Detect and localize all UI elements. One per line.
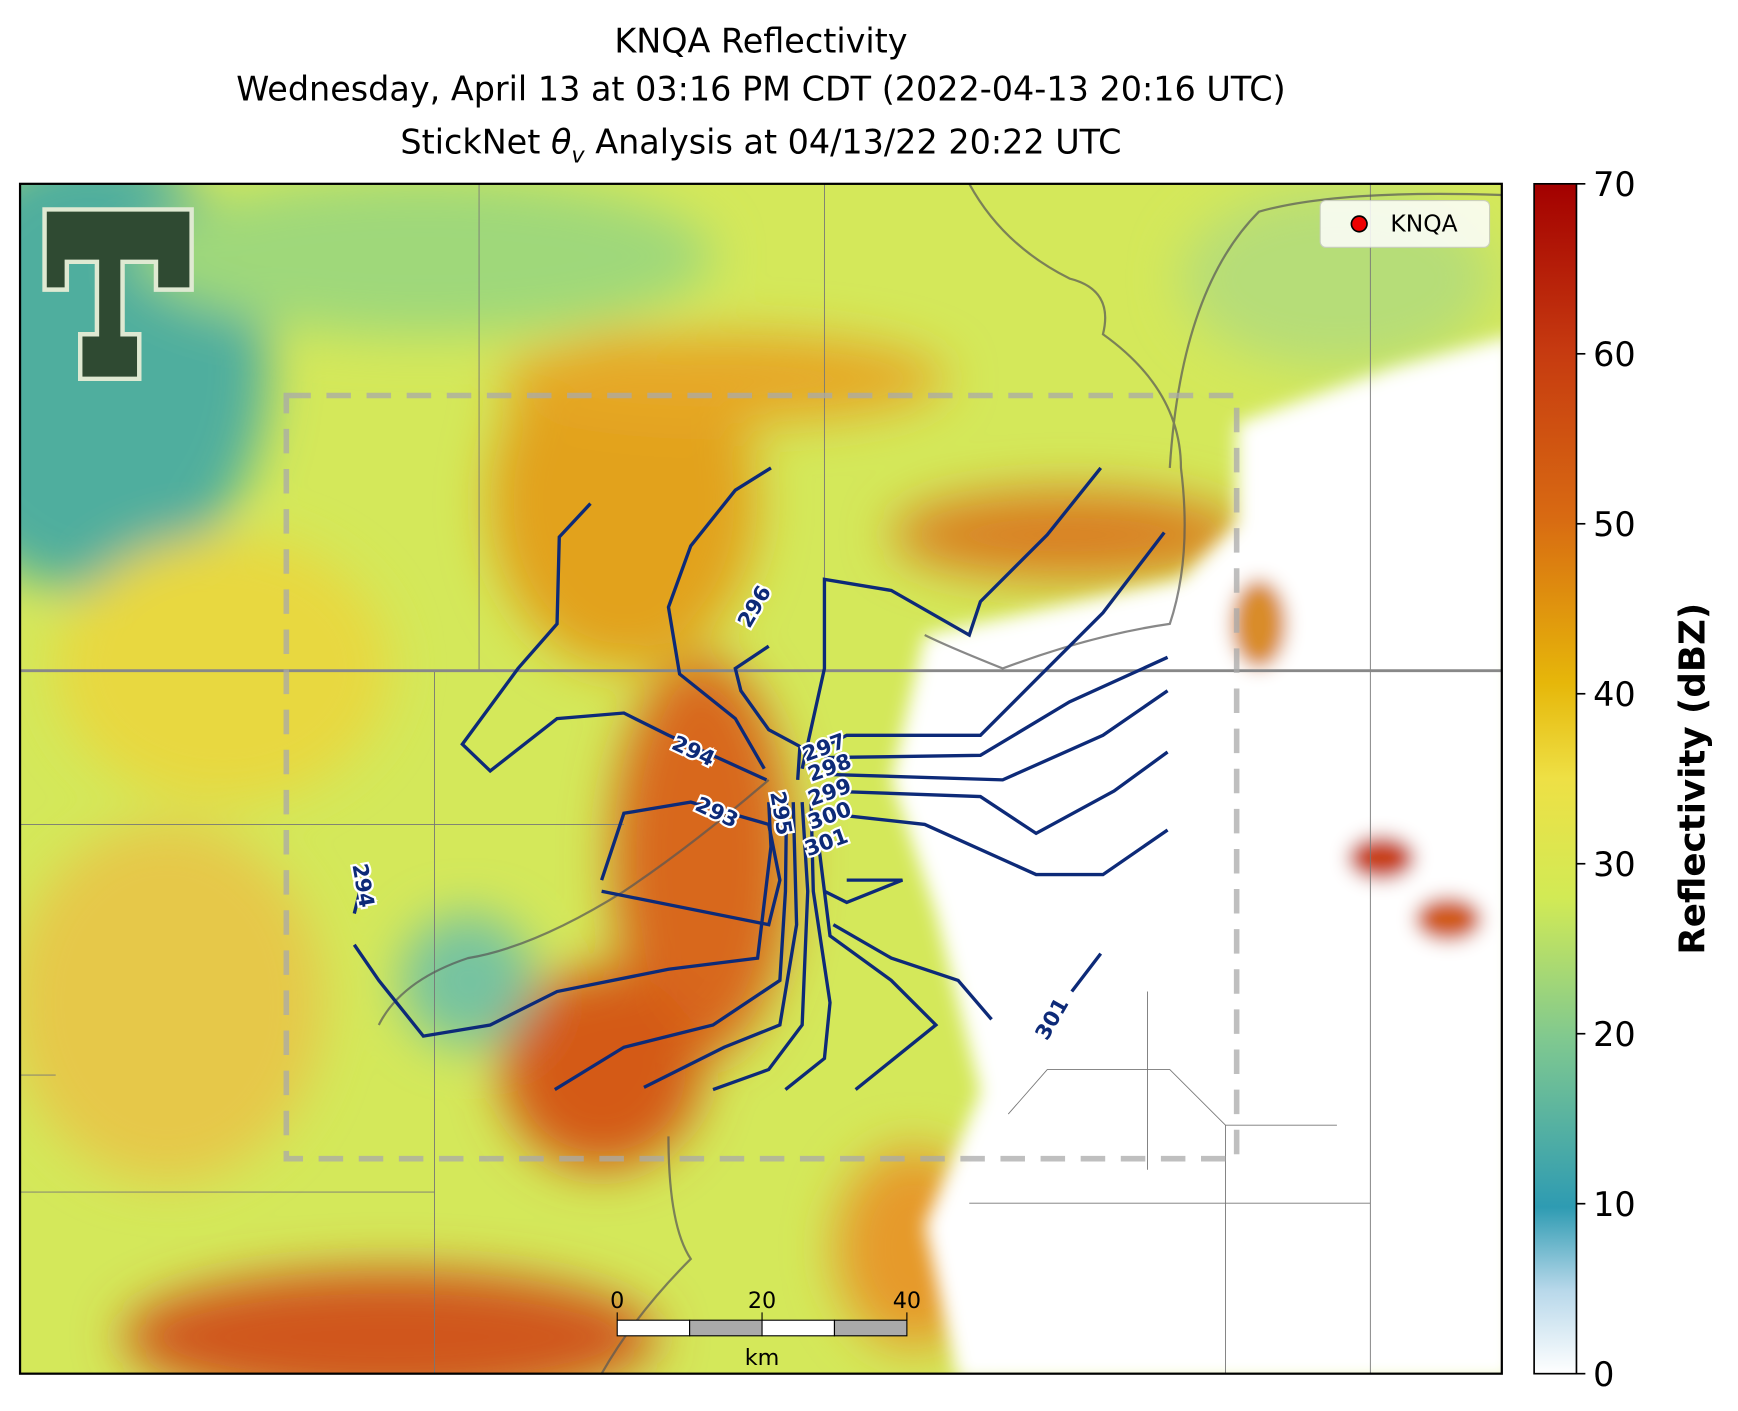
scale-segment	[761, 1319, 836, 1337]
scale-tick-label: 40	[893, 1288, 921, 1314]
colorbar-tick-label: 0	[1593, 1355, 1614, 1394]
colorbar-tick-label: 40	[1593, 675, 1636, 714]
legend-box	[1319, 199, 1491, 248]
university-logo	[42, 207, 194, 382]
title-part: StickNet	[400, 123, 551, 162]
title-part: Analysis at 04/13/22 20:22 UTC	[585, 123, 1122, 162]
contour-label: 301	[801, 823, 851, 862]
scale-tick-label: 0	[610, 1288, 624, 1314]
title-line: KNQA Reflectivity	[614, 21, 907, 60]
colorbar-tick-label: 30	[1593, 845, 1636, 884]
legend-marker	[1350, 215, 1368, 233]
title-line: Wednesday, April 13 at 03:16 PM CDT (202…	[236, 69, 1285, 108]
colorbar-tick-label: 10	[1593, 1185, 1636, 1224]
legend-label: KNQA	[1390, 210, 1457, 238]
colorbar-tick-label: 20	[1593, 1015, 1636, 1054]
scale-segment	[689, 1319, 763, 1337]
scale-segment	[616, 1319, 691, 1337]
scale-unit: km	[745, 1345, 780, 1371]
map-frame	[18, 182, 1503, 1375]
scale-segment	[833, 1319, 908, 1337]
colorbar	[1533, 182, 1578, 1375]
theta-v-contours	[352, 466, 1169, 1092]
title-line: StickNet θv Analysis at 04/13/22 20:22 U…	[400, 123, 1121, 169]
analysis-domain	[283, 392, 1240, 1162]
title-subscript: v	[571, 143, 585, 169]
colorbar-tick-label: 70	[1593, 165, 1636, 204]
title-symbol: θ	[551, 123, 571, 162]
colorbar-label: Reflectivity (dBZ)	[1673, 603, 1714, 955]
scale-tick-label: 20	[748, 1288, 776, 1314]
colorbar-tick-label: 50	[1593, 505, 1636, 544]
colorbar-tick-label: 60	[1593, 335, 1636, 374]
river-lines	[377, 183, 1502, 1374]
